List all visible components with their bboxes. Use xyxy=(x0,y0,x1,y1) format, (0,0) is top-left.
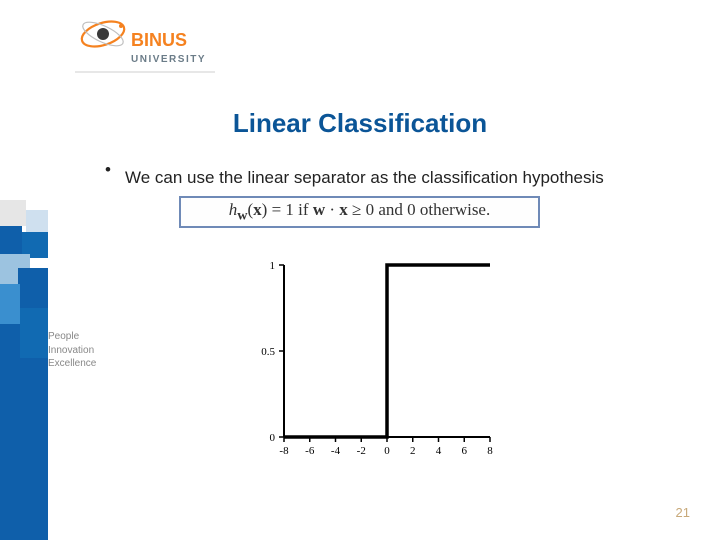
svg-text:0.5: 0.5 xyxy=(261,346,275,358)
brand-logo: BINUS UNIVERSITY xyxy=(75,12,215,88)
slide-title: Linear Classification xyxy=(0,108,720,139)
left-decoration-band xyxy=(0,0,48,540)
page-number: 21 xyxy=(676,505,690,520)
svg-text:1: 1 xyxy=(270,260,276,272)
sidebar-tagline: PeopleInnovationExcellence xyxy=(48,330,96,371)
svg-text:0: 0 xyxy=(270,432,276,444)
svg-text:-2: -2 xyxy=(357,445,366,457)
svg-text:0: 0 xyxy=(384,445,390,457)
bullet-marker: • xyxy=(105,160,125,196)
svg-text:-4: -4 xyxy=(331,445,341,457)
svg-text:-6: -6 xyxy=(305,445,315,457)
step-function-chart: -8 -6 -4 -2 0 2 4 6 8 0 0.5 1 xyxy=(240,255,500,465)
svg-text:8: 8 xyxy=(487,445,493,457)
formula-content: hw(x) = 1 if w · x ≥ 0 and 0 otherwise. xyxy=(229,200,490,224)
svg-text:-8: -8 xyxy=(279,445,289,457)
brand-top-text: BINUS xyxy=(131,30,187,50)
svg-text:2: 2 xyxy=(410,445,416,457)
bullet-item: • We can use the linear separator as the… xyxy=(105,160,665,196)
formula-box: hw(x) = 1 if w · x ≥ 0 and 0 otherwise. xyxy=(179,196,540,228)
svg-text:6: 6 xyxy=(462,445,468,457)
bullet-text: We can use the linear separator as the c… xyxy=(125,160,604,196)
brand-bottom-text: UNIVERSITY xyxy=(131,54,206,65)
svg-text:4: 4 xyxy=(436,445,442,457)
